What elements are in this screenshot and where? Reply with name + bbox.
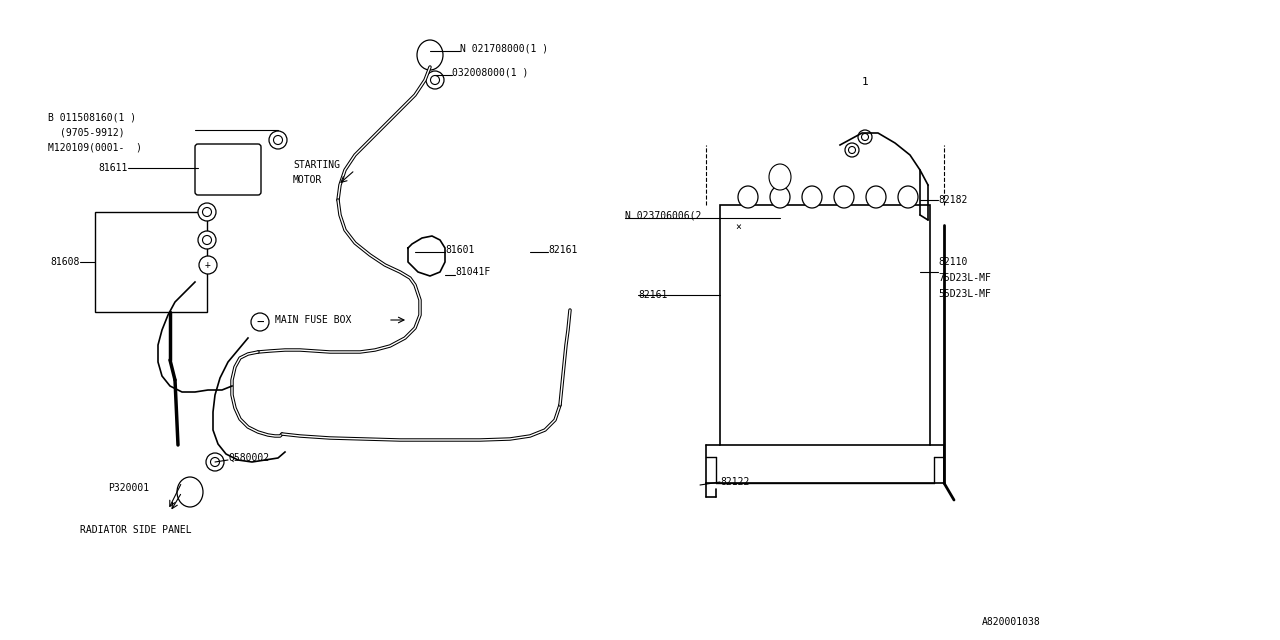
Ellipse shape — [803, 186, 822, 208]
Circle shape — [430, 76, 439, 84]
Circle shape — [184, 486, 196, 497]
Text: 82161: 82161 — [637, 290, 667, 300]
Ellipse shape — [177, 477, 204, 507]
Circle shape — [206, 453, 224, 471]
Text: 82110: 82110 — [938, 257, 968, 267]
Circle shape — [419, 44, 442, 66]
Text: A820001038: A820001038 — [982, 617, 1041, 627]
Text: 81601: 81601 — [445, 245, 475, 255]
Text: 82122: 82122 — [721, 477, 749, 487]
Circle shape — [179, 481, 201, 503]
Text: P320001: P320001 — [108, 483, 150, 493]
Circle shape — [198, 231, 216, 249]
Circle shape — [426, 71, 444, 89]
Bar — [95, 212, 207, 312]
Circle shape — [251, 313, 269, 331]
Text: −: − — [256, 316, 264, 328]
Text: ×: × — [735, 222, 741, 232]
Text: N 023706006(2: N 023706006(2 — [625, 210, 708, 220]
Text: 81041F: 81041F — [454, 267, 490, 277]
Text: STARTING: STARTING — [293, 160, 340, 170]
Text: Q580002: Q580002 — [228, 453, 269, 463]
Text: 82161: 82161 — [548, 245, 577, 255]
Text: 82182: 82182 — [938, 195, 968, 205]
Text: (9705-9912): (9705-9912) — [60, 127, 124, 137]
Text: 81608: 81608 — [51, 257, 81, 267]
Bar — [721, 205, 931, 445]
Text: 1: 1 — [861, 77, 869, 87]
Circle shape — [861, 134, 869, 141]
Circle shape — [425, 49, 435, 61]
Circle shape — [202, 236, 211, 244]
Ellipse shape — [417, 40, 443, 70]
Text: MAIN FUSE BOX: MAIN FUSE BOX — [275, 315, 352, 325]
Circle shape — [845, 143, 859, 157]
Circle shape — [198, 203, 216, 221]
Ellipse shape — [769, 164, 791, 190]
Text: 55D23L-MF: 55D23L-MF — [938, 289, 991, 299]
Circle shape — [210, 458, 219, 467]
Text: 81611: 81611 — [99, 163, 128, 173]
Ellipse shape — [771, 186, 790, 208]
FancyBboxPatch shape — [195, 144, 261, 195]
Circle shape — [771, 168, 788, 186]
Text: MOTOR: MOTOR — [293, 175, 323, 185]
Text: B 011508160(1 ): B 011508160(1 ) — [49, 112, 136, 122]
Ellipse shape — [899, 186, 918, 208]
Circle shape — [198, 256, 218, 274]
Ellipse shape — [739, 186, 758, 208]
Text: N 021708000(1 ): N 021708000(1 ) — [460, 43, 548, 53]
Text: 75D23L-MF: 75D23L-MF — [938, 273, 991, 283]
Text: +: + — [205, 260, 211, 270]
Text: 032008000(1 ): 032008000(1 ) — [452, 67, 529, 77]
Text: M120109(0001-  ): M120109(0001- ) — [49, 142, 142, 152]
Circle shape — [269, 131, 287, 149]
Circle shape — [274, 136, 283, 145]
Circle shape — [776, 173, 785, 182]
Ellipse shape — [835, 186, 854, 208]
Circle shape — [849, 147, 855, 154]
Ellipse shape — [867, 186, 886, 208]
Text: RADIATOR SIDE PANEL: RADIATOR SIDE PANEL — [81, 525, 192, 535]
Circle shape — [858, 130, 872, 144]
Circle shape — [202, 207, 211, 216]
